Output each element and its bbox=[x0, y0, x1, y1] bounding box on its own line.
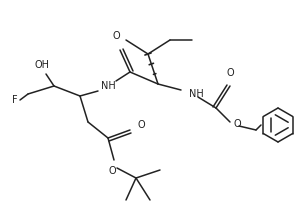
Text: O: O bbox=[138, 120, 145, 130]
Text: F: F bbox=[13, 95, 18, 105]
Text: O: O bbox=[108, 166, 116, 176]
Text: O: O bbox=[234, 119, 242, 129]
Text: NH: NH bbox=[189, 89, 204, 99]
Text: OH: OH bbox=[34, 60, 49, 70]
Text: O: O bbox=[226, 68, 234, 78]
Text: NH: NH bbox=[101, 81, 115, 91]
Text: O: O bbox=[112, 31, 120, 41]
